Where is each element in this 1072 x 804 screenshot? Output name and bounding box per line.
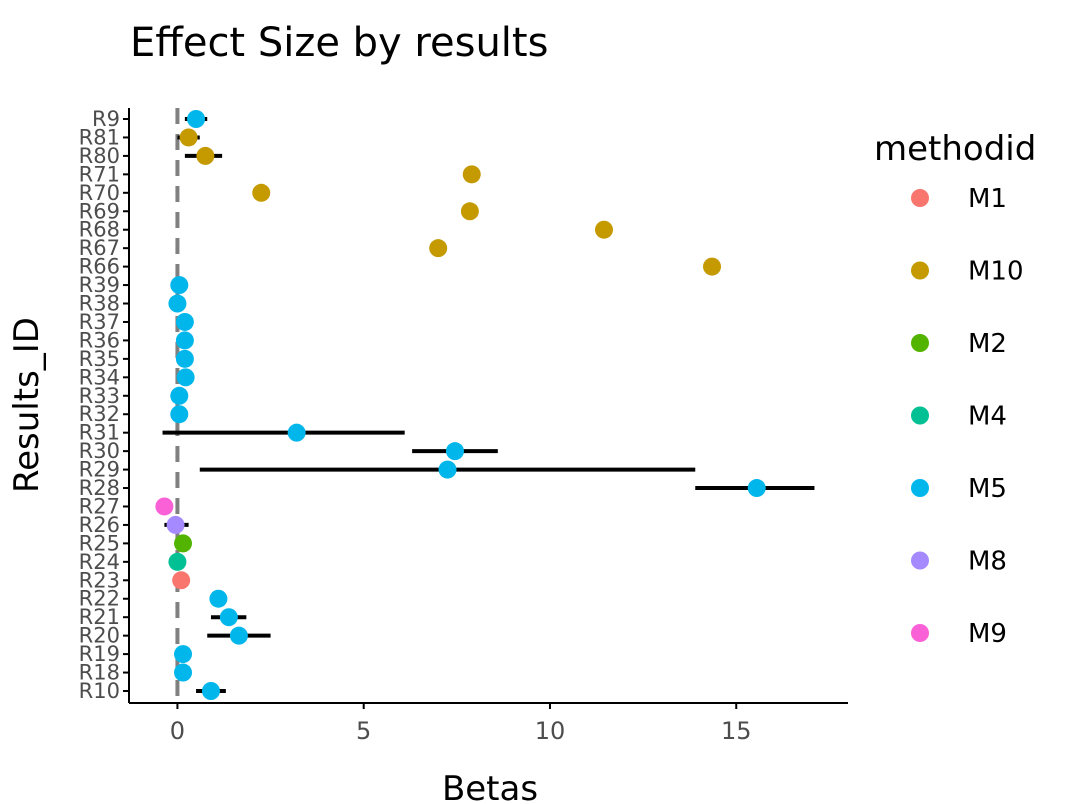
point-r9 xyxy=(187,110,206,128)
y-tick-label: R68 xyxy=(79,218,120,242)
x-axis-title: Betas xyxy=(442,769,538,804)
y-tick-label: R34 xyxy=(79,365,120,389)
point-r69 xyxy=(460,202,479,221)
y-tick-label: R39 xyxy=(79,273,120,297)
point-r24 xyxy=(168,552,187,571)
error-bar-layer xyxy=(161,117,815,693)
y-tick-label: R21 xyxy=(79,605,120,629)
point-r29 xyxy=(438,460,457,479)
legend-key-m9 xyxy=(911,624,929,642)
point-r68 xyxy=(594,220,613,239)
point-r28 xyxy=(747,479,766,498)
y-tick-layer: R10R18R19R20R21R22R23R24R25R26R27R28R29R… xyxy=(79,107,129,703)
legend-key-m1 xyxy=(911,189,929,207)
point-r33 xyxy=(170,386,189,405)
y-tick-label: R37 xyxy=(79,310,120,334)
point-r26 xyxy=(166,515,185,534)
point-r30 xyxy=(445,442,464,461)
chart-title: Effect Size by results xyxy=(130,20,548,66)
y-tick-label: R22 xyxy=(79,587,120,611)
y-tick-label: R28 xyxy=(79,476,120,500)
y-tick-label: R9 xyxy=(92,107,120,131)
y-tick-label: R70 xyxy=(79,181,120,205)
x-tick-label: 15 xyxy=(721,717,752,745)
legend-key-m8 xyxy=(911,551,929,570)
point-r18 xyxy=(174,663,193,682)
legend-label-m9: M9 xyxy=(968,619,1007,649)
point-r39 xyxy=(170,276,189,295)
y-tick-label: R10 xyxy=(79,679,120,703)
y-tick-label: R25 xyxy=(79,531,120,555)
legend-label-m5: M5 xyxy=(968,474,1007,504)
point-r37 xyxy=(175,312,194,331)
x-tick-label: 0 xyxy=(170,717,185,745)
y-tick-label: R69 xyxy=(79,199,120,223)
y-tick-label: R71 xyxy=(79,162,120,186)
legend-title: methodid xyxy=(874,129,1036,169)
point-r36 xyxy=(175,331,194,350)
point-r10 xyxy=(201,682,220,700)
point-r19 xyxy=(174,645,193,664)
x-tick-label: 10 xyxy=(535,717,566,745)
legend-key-m4 xyxy=(911,406,929,425)
y-tick-label: R32 xyxy=(79,402,120,426)
y-tick-label: R26 xyxy=(79,513,120,537)
y-tick-label: R36 xyxy=(79,328,120,352)
y-tick-label: R24 xyxy=(79,550,120,574)
y-tick-label: R30 xyxy=(79,439,120,463)
point-r34 xyxy=(176,368,195,387)
legend-label-m4: M4 xyxy=(968,402,1007,432)
y-tick-label: R29 xyxy=(79,458,120,482)
point-r71 xyxy=(462,165,481,184)
x-tick-layer: 0 5 10 15 xyxy=(170,703,752,745)
y-tick-label: R35 xyxy=(79,347,120,371)
point-r31 xyxy=(287,423,306,442)
legend-label-m10: M10 xyxy=(968,257,1024,287)
y-tick-label: R38 xyxy=(79,292,120,316)
legend-entries: M1 M10 M2 M4 M5 M8 M9 xyxy=(911,184,1024,649)
y-tick-label: R27 xyxy=(79,494,120,518)
y-tick-label: R67 xyxy=(79,236,120,260)
point-r38 xyxy=(168,294,187,313)
legend-key-m10 xyxy=(911,261,929,280)
point-r20 xyxy=(229,626,248,645)
y-tick-label: R19 xyxy=(79,642,120,666)
plot-area: R10R18R19R20R21R22R23R24R25R26R27R28R29R… xyxy=(79,107,848,745)
point-r35 xyxy=(175,349,194,368)
y-tick-label: R80 xyxy=(79,144,120,168)
point-r32 xyxy=(170,405,189,424)
legend-label-m1: M1 xyxy=(968,184,1007,214)
point-r80 xyxy=(196,146,215,165)
point-r21 xyxy=(219,608,238,627)
point-layer xyxy=(155,110,766,700)
point-r81 xyxy=(179,128,198,147)
legend-label-m2: M2 xyxy=(968,329,1007,359)
point-r70 xyxy=(252,183,271,202)
legend-key-m5 xyxy=(911,479,929,497)
y-axis-title: Results_ID xyxy=(7,317,47,493)
y-tick-label: R23 xyxy=(79,568,120,592)
x-tick-label: 5 xyxy=(356,717,371,745)
y-tick-label: R31 xyxy=(79,421,120,445)
y-tick-label: R18 xyxy=(79,661,120,685)
y-tick-label: R20 xyxy=(79,624,120,648)
point-r27 xyxy=(155,497,174,516)
point-r25 xyxy=(174,534,193,553)
point-r23 xyxy=(172,571,191,590)
legend-key-m2 xyxy=(911,334,929,352)
point-r66 xyxy=(703,257,722,276)
legend-label-m8: M8 xyxy=(968,547,1007,577)
point-r22 xyxy=(209,589,228,608)
legend: methodid M1 M10 M2 M4 M5 M8 M9 xyxy=(874,129,1036,649)
point-r67 xyxy=(429,239,448,258)
y-tick-label: R33 xyxy=(79,384,120,408)
y-tick-label: R66 xyxy=(79,255,120,279)
y-tick-label: R81 xyxy=(79,125,120,149)
